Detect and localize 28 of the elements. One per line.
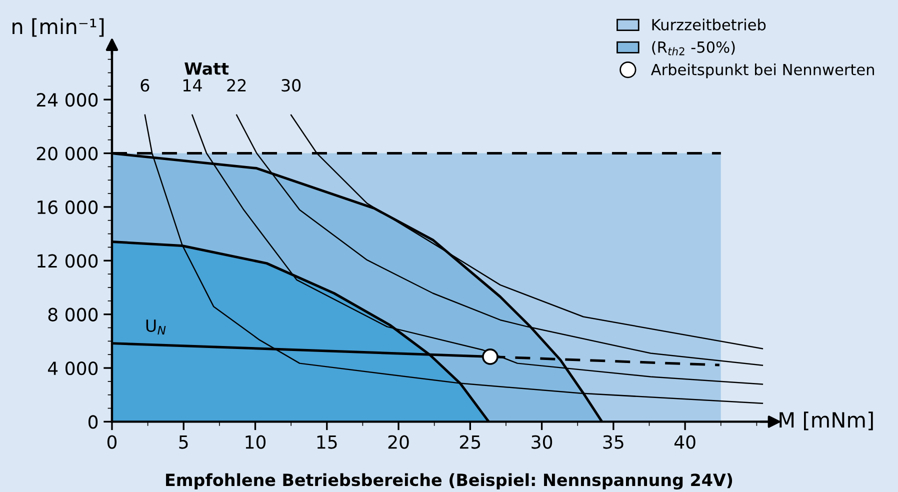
x-tick-label: 25 bbox=[460, 435, 480, 449]
series-label: 6 bbox=[140, 79, 150, 92]
text: Empfohlene Betriebsbereiche (Beispiel: Nennspannung 24V) bbox=[166, 473, 732, 490]
series-label: U$_{N}$ bbox=[146, 320, 166, 335]
y-tick-label: 12 000 bbox=[38, 254, 98, 268]
legend-label: (R$_{th2}$ -50%) bbox=[652, 41, 735, 56]
legend-label: Kurzzeitbetrieb bbox=[652, 18, 766, 30]
series-label: 22 bbox=[227, 79, 246, 92]
y-tick-label: 16 000 bbox=[38, 200, 98, 214]
x-tick-label: 30 bbox=[532, 435, 552, 449]
legend-label: Arbeitspunkt bei Nennwerten bbox=[650, 64, 874, 78]
y-axis-title: n [min⁻¹] bbox=[12, 18, 104, 37]
y-tick-label: 8 000 bbox=[48, 308, 98, 322]
x-tick-label: 20 bbox=[388, 435, 409, 449]
x-tick-label: 10 bbox=[246, 435, 266, 449]
x-tick-label: 40 bbox=[674, 435, 696, 449]
y-tick-label: 0 bbox=[88, 415, 98, 429]
series-label: 30 bbox=[282, 79, 301, 92]
x-tick-label: 35 bbox=[603, 435, 624, 449]
x-tick-label: 5 bbox=[179, 435, 188, 449]
x-tick-label: 0 bbox=[107, 435, 117, 449]
y-tick-label: 4 000 bbox=[48, 361, 98, 376]
y-tick-label: 24 000 bbox=[36, 93, 98, 107]
x-tick-label: 15 bbox=[317, 435, 337, 449]
annotation: Watt bbox=[184, 62, 229, 75]
y-tick-label: 20 000 bbox=[36, 146, 98, 160]
x-axis-title: M [mNm] bbox=[780, 412, 873, 430]
series-label: 14 bbox=[183, 79, 202, 92]
